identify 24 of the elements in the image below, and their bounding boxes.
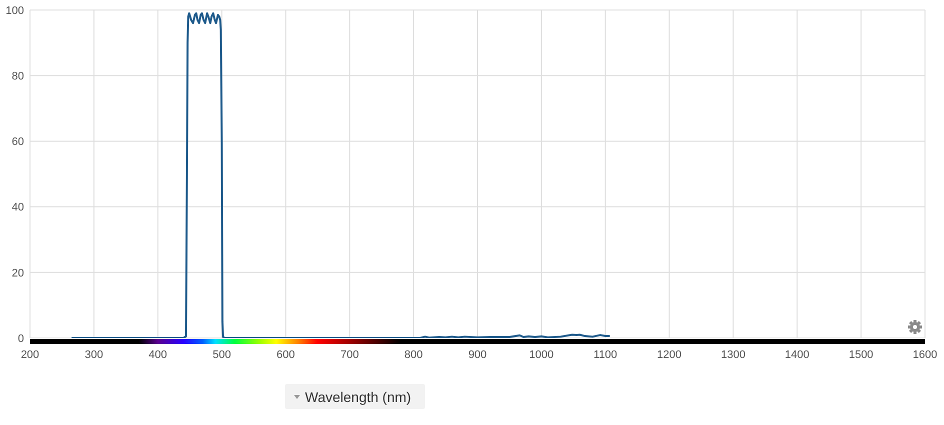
x-tick-label: 1000	[529, 348, 554, 361]
x-axis-title: Wavelength (nm)	[305, 388, 412, 404]
line-series	[70, 12, 611, 338]
y-tick-label: 0	[18, 332, 24, 345]
y-tick-label: 40	[12, 202, 24, 214]
x-tick-label: 1200	[657, 348, 682, 361]
x-tick-label: 1600	[912, 348, 938, 361]
x-tick-label: 900	[468, 348, 487, 361]
x-tick-label: 700	[340, 348, 359, 361]
x-tick-label: 600	[276, 348, 295, 361]
x-tick-label: 500	[212, 348, 231, 361]
x-tick-label: 800	[404, 348, 423, 361]
x-tick-label: 1500	[848, 348, 874, 361]
x-tick-label: 1100	[594, 348, 618, 361]
x-tick-label: 400	[148, 348, 168, 361]
y-tick-label: 80	[12, 70, 24, 83]
x-tick-label: 300	[84, 348, 104, 361]
y-tick-label: 20	[12, 267, 24, 280]
x-tick-label: 1400	[784, 348, 810, 361]
y-tick-label: 100	[6, 4, 24, 17]
y-tick-label: 60	[12, 136, 24, 148]
x-tick-label: 200	[20, 348, 40, 361]
x-tick-label: 1300	[720, 348, 746, 361]
axis-dropdown: Wavelength (nm)	[285, 384, 425, 409]
